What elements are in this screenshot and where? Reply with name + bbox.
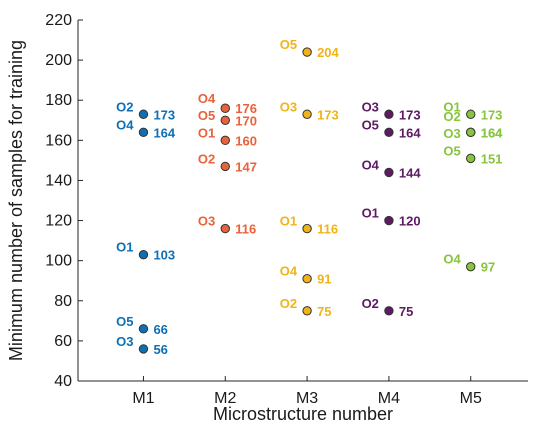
- data-point-name-label: O2: [362, 296, 379, 311]
- data-value-label: 116: [235, 222, 256, 237]
- data-point-name-label: O5: [443, 143, 460, 158]
- y-axis-label: Minimum number of samples for training: [6, 40, 26, 361]
- data-point: [302, 47, 312, 57]
- data-point: [138, 249, 149, 260]
- data-value-label: 120: [399, 214, 421, 229]
- data-point: [384, 109, 394, 119]
- data-point-name-label: O2: [280, 296, 297, 311]
- data-value-label: 164: [481, 125, 503, 140]
- data-point-name-label: O4: [362, 157, 380, 172]
- data-value-label: 97: [481, 260, 495, 275]
- data-point: [302, 274, 312, 284]
- y-tick-label: 180: [45, 92, 72, 109]
- data-value-label: 56: [153, 342, 167, 357]
- axes: 40 60 80 100 120 140 160 180 200 220 M1 M2 M3 M4 M5: [45, 12, 528, 407]
- data-value-label: 164: [153, 125, 175, 140]
- y-tick-label: 80: [54, 293, 72, 310]
- series-M4: 120 75 173 144 164 O3 O5 O4 O1 O2: [362, 99, 422, 319]
- y-tick-label: 160: [45, 132, 72, 149]
- data-point-name-label: O5: [280, 37, 297, 52]
- data-value-label: 170: [235, 113, 257, 128]
- data-value-label: 66: [153, 322, 167, 337]
- data-point-name-label: O5: [198, 108, 215, 123]
- series-M3: 116 75 173 91 204 O5 O3 O1 O4 O2: [280, 37, 340, 319]
- data-point: [138, 127, 149, 138]
- data-value-label: 103: [153, 248, 175, 263]
- y-tick-label: 140: [45, 172, 72, 189]
- data-point-name-label: O3: [116, 334, 133, 349]
- x-axis-label: Microstructure number: [213, 404, 393, 424]
- y-tick-label: 100: [45, 253, 72, 270]
- data-point-name-label: O4: [198, 91, 216, 106]
- x-tick-label: M2: [214, 390, 236, 407]
- data-value-label: 160: [235, 133, 257, 148]
- data-point-name-label: O4: [280, 264, 298, 279]
- data-point: [220, 223, 230, 234]
- data-point: [138, 109, 149, 119]
- data-point: [384, 306, 394, 316]
- y-tick-label: 220: [45, 12, 72, 29]
- data-point: [220, 103, 230, 113]
- x-tick-label: M4: [378, 390, 400, 407]
- data-value-label: 147: [235, 159, 257, 174]
- data-point-name-label: O5: [362, 117, 379, 132]
- data-point-name-label: O2: [198, 151, 215, 166]
- data-value-label: 75: [399, 304, 413, 319]
- data-value-label: 176: [235, 101, 257, 116]
- data-value-label: 144: [399, 165, 421, 180]
- data-point: [302, 306, 312, 316]
- data-value-label: 164: [481, 125, 503, 140]
- data-point-name-label: O3: [280, 99, 297, 114]
- data-point: [138, 324, 149, 334]
- data-point-name-label: O3: [443, 126, 460, 141]
- data-point: [384, 127, 394, 138]
- data-point: [384, 215, 394, 226]
- data-point-name-label: O1: [116, 240, 133, 255]
- y-tick-label: 200: [45, 52, 72, 69]
- data-point-name-label: O1: [362, 206, 379, 221]
- y-tick-label: 60: [54, 333, 72, 350]
- data-value-label: 204: [317, 45, 339, 60]
- data-point: [220, 161, 230, 172]
- data-point-name-label: O3: [198, 214, 215, 229]
- data-point-name-label: O2: [443, 109, 460, 124]
- data-point: [302, 109, 312, 119]
- data-value-label: 164: [399, 125, 421, 140]
- data-point-name-label: O3: [362, 99, 379, 114]
- x-tick-label: M1: [132, 390, 154, 407]
- series-M1: 103 173 56 164 66 O2 O4 O1 O5 O3: [116, 99, 176, 357]
- data-point: [138, 344, 149, 354]
- data-value-label: 173: [481, 107, 503, 122]
- data-point-name-label: O5: [116, 314, 133, 329]
- data-value-label: 91: [317, 272, 331, 287]
- data-point: [466, 109, 476, 119]
- data-value-label: 151: [481, 151, 503, 166]
- data-point-name-label: O4: [116, 117, 134, 132]
- data-point: [466, 127, 476, 138]
- y-tick-label: 120: [45, 213, 72, 230]
- data-point-name-label: O1: [198, 125, 215, 140]
- data-value-label: 173: [153, 107, 175, 122]
- data-point: [302, 223, 312, 234]
- x-tick-label: M5: [460, 390, 482, 407]
- data-point-name-label: O1: [443, 99, 460, 114]
- data-value-label: 75: [317, 304, 331, 319]
- data-point-name-label: O4: [443, 252, 461, 267]
- y-tick-label: 40: [54, 373, 72, 390]
- data-point-name-label: O1: [280, 214, 297, 229]
- data-point: [466, 153, 476, 164]
- data-point-name-label: O2: [116, 99, 133, 114]
- x-tick-label: M3: [296, 390, 318, 407]
- data-point: [220, 135, 230, 146]
- data-value-label: 173: [317, 107, 339, 122]
- data-point: [466, 261, 476, 272]
- data-value-label: 173: [399, 107, 421, 122]
- data-point: [384, 167, 394, 178]
- data-point: [220, 115, 230, 125]
- data-value-label: 116: [317, 222, 338, 237]
